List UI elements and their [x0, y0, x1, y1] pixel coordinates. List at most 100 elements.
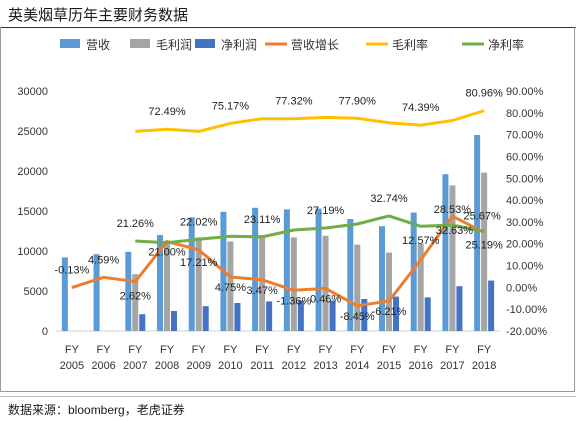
data-labels: -0.13%4.59% 2.62% 21.00%17.21% 4.75% 3.47%-1…: [54, 88, 503, 323]
chart: 营收 毛利润 净利润 营收增长 毛利率 净利率 0 5000 10000 15000 20000 2…: [17, 37, 547, 372]
bar-2-2012: [297, 300, 304, 331]
x-tick-label-2015: 2015: [377, 360, 401, 372]
x-tick-label-2018: 2018: [472, 360, 496, 372]
legend: 营收 毛利润 净利润 营收增长 毛利率 净利率: [60, 37, 524, 52]
line-series-3: [71, 214, 485, 308]
bar-1-2015: [386, 252, 392, 331]
bar-0-2005: [61, 257, 68, 331]
line-series-5: [135, 214, 485, 245]
y-right-tick-label-5: 30.00%: [506, 217, 544, 229]
x-tick-prefix-2015: FY: [382, 344, 397, 356]
data-label-4-2014: 77.90%: [339, 95, 377, 107]
y-right-tick-label-11: 90.00%: [506, 86, 544, 98]
bar-0-2015: [379, 226, 385, 331]
x-tick-prefix-2018: FY: [477, 344, 492, 356]
data-label-3-2014: -8.45%: [340, 311, 375, 323]
data-label-4-2016: 74.39%: [402, 102, 440, 114]
legend-swatch-2: [195, 39, 215, 48]
x-tick-prefix-2008: FY: [160, 344, 175, 356]
x-axis: FY 2005 FY 2006 FY 2007 FY 2008 FY 2009 FY 2010 FY 20…: [60, 344, 497, 372]
bar-2-2013: [329, 300, 336, 331]
bar-1-2007: [132, 274, 139, 331]
bar-1-2018: [481, 172, 488, 331]
data-label-3-2011: 3.47%: [247, 285, 278, 297]
y-right-tick-label-4: 20.00%: [506, 239, 544, 251]
bar-1-2016: [417, 243, 424, 331]
source-note: 数据来源：bloomberg，老虎证券: [8, 403, 185, 417]
x-tick-label-2016: 2016: [408, 360, 432, 372]
bar-2-2010: [234, 303, 241, 331]
bar-0-2007: [125, 251, 132, 331]
bar-2-2018: [488, 280, 495, 331]
y-right-tick-label-3: 10.00%: [506, 261, 544, 273]
y-tick-label-3: 15000: [17, 206, 48, 218]
x-tick-label-2005: 2005: [60, 360, 84, 372]
bar-1-2009: [195, 237, 202, 331]
legend-label-2: 净利润: [221, 38, 257, 52]
x-tick-prefix-2010: FY: [223, 344, 238, 356]
data-label-3-2016: 12.57%: [402, 235, 440, 247]
data-label-4-2012: 77.32%: [275, 96, 313, 108]
bar-2-2014: [361, 299, 368, 331]
data-label-5-2009: 22.02%: [180, 216, 218, 228]
data-label-5-2007: 21.26%: [117, 218, 155, 230]
bar-0-2016: [410, 212, 417, 331]
data-label-5-2011: 23.11%: [244, 214, 281, 226]
y-right-tick-label-6: 40.00%: [506, 195, 544, 207]
bar-1-2017: [449, 185, 456, 331]
bar-2-2015: [393, 296, 399, 331]
x-tick-prefix-2012: FY: [287, 344, 302, 356]
legend-swatch-1: [130, 39, 150, 48]
x-tick-label-2007: 2007: [123, 360, 147, 372]
legend-label-4: 毛利率: [392, 37, 428, 52]
y-right-tick-label-0: -20.00%: [506, 326, 547, 338]
data-label-3-2018: 25.19%: [465, 239, 503, 251]
x-tick-prefix-2014: FY: [350, 344, 365, 356]
source-divider: [0, 396, 576, 397]
y-right-tick-label-7: 50.00%: [506, 173, 544, 185]
x-tick-prefix-2013: FY: [319, 344, 334, 356]
bar-1-2010: [227, 241, 234, 331]
lines: [71, 109, 485, 308]
bar-0-2006: [93, 254, 100, 331]
y-right-tick-label-9: 70.00%: [506, 130, 544, 142]
data-label-3-2009: 17.21%: [180, 257, 218, 269]
x-tick-prefix-2016: FY: [414, 344, 429, 356]
data-label-3-2008: 21.00%: [148, 247, 186, 259]
bar-0-2012: [283, 209, 290, 331]
bar-1-2011: [259, 235, 266, 331]
bar-1-2014: [354, 244, 361, 331]
data-label-4-2008: 72.49%: [148, 106, 186, 118]
y-tick-label-6: 30000: [17, 86, 48, 98]
bar-2-2009: [202, 306, 209, 331]
data-label-3-2007: 2.62%: [120, 291, 151, 303]
chart-frame: [0, 27, 575, 392]
legend-label-5: 净利率: [488, 37, 524, 52]
chart-title: 英美烟草历年主要财务数据: [8, 7, 189, 24]
x-tick-label-2010: 2010: [218, 360, 242, 372]
data-label-3-2013: 0.46%: [310, 293, 341, 305]
data-label-5-2018: 25.67%: [463, 210, 501, 222]
x-tick-label-2011: 2011: [250, 360, 274, 372]
bar-2-2016: [424, 297, 431, 331]
x-tick-prefix-2011: FY: [255, 344, 270, 356]
x-tick-prefix-2017: FY: [445, 344, 460, 356]
y-tick-label-5: 25000: [17, 126, 48, 138]
bar-0-2011: [252, 207, 259, 331]
bar-0-2009: [188, 217, 195, 331]
x-tick-label-2013: 2013: [313, 360, 337, 372]
bar-2-2008: [171, 311, 177, 331]
data-label-3-2006: 4.59%: [88, 254, 119, 266]
bar-1-2012: [290, 237, 297, 331]
y-right-tick-label-1: -10.00%: [506, 304, 547, 316]
x-tick-label-2008: 2008: [155, 360, 179, 372]
bar-0-2014: [347, 219, 354, 331]
legend-label-0: 营收: [86, 38, 110, 52]
y-right-tick-label-2: 0.00%: [506, 282, 537, 294]
y-tick-label-4: 20000: [17, 166, 48, 178]
bar-2-2017: [456, 286, 463, 331]
x-tick-label-2017: 2017: [440, 360, 464, 372]
data-label-3-2010: 4.75%: [215, 282, 246, 294]
data-label-5-2015: 32.74%: [370, 193, 408, 205]
data-label-4-2010: 75.17%: [212, 100, 250, 112]
